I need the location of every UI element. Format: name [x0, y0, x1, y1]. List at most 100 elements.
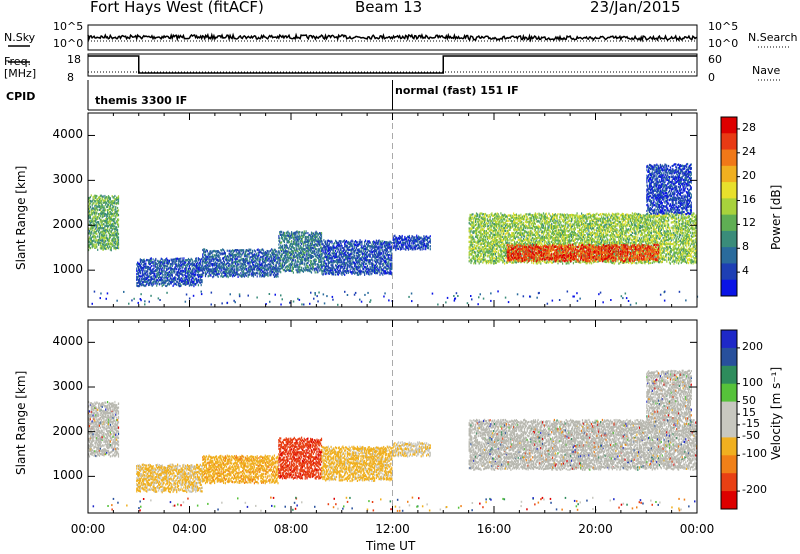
power-echo-cell: [103, 223, 104, 225]
power-echo-cell: [190, 267, 191, 269]
power-echo-cell: [192, 284, 193, 286]
nsky-series-line: [88, 35, 697, 40]
power-echo-cell: [182, 266, 183, 268]
power-echo-cell: [95, 236, 96, 238]
power-echo-cell: [118, 246, 119, 248]
power-echo-cell: [155, 258, 156, 260]
power-echo-cell: [170, 265, 171, 267]
power-echo-cell: [118, 195, 119, 197]
power-echo-cell: [172, 274, 173, 276]
power-echo-cell: [98, 221, 99, 223]
power-echo-cell: [112, 242, 113, 244]
power-echo-cell: [114, 200, 115, 202]
power-echo-cell: [157, 283, 158, 285]
power-echo-cell: [115, 206, 116, 208]
power-echo-cell: [118, 209, 119, 211]
power-echo-cell: [181, 284, 182, 286]
rti-figure: [0, 0, 800, 554]
power-echo-cell: [90, 247, 91, 249]
power-echo-cell: [118, 239, 119, 241]
power-echo-cell: [102, 204, 103, 206]
power-echo-cell: [92, 229, 93, 231]
power-echo-cell: [118, 236, 119, 238]
power-echo-cell: [140, 272, 141, 274]
power-echo-cell: [111, 247, 112, 249]
power-echo-cell: [97, 249, 98, 251]
power-echo-cell: [90, 206, 91, 208]
power-echo-cell: [169, 260, 170, 262]
power-echo-cell: [118, 241, 119, 243]
power-echo-cell: [151, 257, 152, 259]
power-echo-cell: [154, 273, 155, 275]
power-echo-cell: [182, 278, 183, 280]
power-echo-cell: [163, 274, 164, 276]
power-echo-cell: [93, 202, 94, 204]
power-echo-cell: [90, 217, 91, 219]
power-echo-cell: [153, 267, 154, 269]
power-echo-cell: [118, 233, 119, 235]
power-echo-cell: [163, 270, 164, 272]
power-echo-cell: [118, 224, 119, 226]
power-echo-cell: [176, 268, 177, 270]
power-echo-cell: [96, 195, 97, 197]
power-echo-cell: [183, 257, 184, 259]
power-echo-cell: [105, 240, 106, 242]
power-echo-cell: [96, 246, 97, 248]
power-echo-cell: [106, 234, 107, 236]
power-echo-cell: [145, 263, 146, 265]
power-echo-cell: [115, 238, 116, 240]
power-echo-cell: [117, 231, 118, 233]
power-echo-cell: [175, 277, 176, 279]
power-echo-cell: [136, 267, 137, 269]
power-echo-cell: [113, 205, 114, 207]
power-echo-cell: [147, 273, 148, 275]
power-echo-cell: [110, 197, 111, 199]
power-echo-cell: [100, 198, 101, 200]
power-echo-cell: [176, 284, 177, 286]
power-echo-cell: [182, 274, 183, 276]
power-echo-cell: [156, 285, 157, 287]
power-echo-cell: [95, 214, 96, 216]
power-echo-cell: [118, 214, 119, 216]
power-echo-cell: [105, 209, 106, 211]
power-echo-cell: [117, 221, 118, 223]
power-echo-cell: [139, 278, 140, 280]
power-echo-cell: [95, 197, 96, 199]
power-echo-cell: [117, 229, 118, 231]
power-echo-cell: [180, 258, 181, 260]
power-echo-cell: [144, 271, 145, 273]
power-echo-cell: [90, 235, 91, 237]
power-echo-cell: [114, 195, 115, 197]
power-echo-cell: [117, 207, 118, 209]
power-echo-cell: [118, 226, 119, 228]
power-echo-cell: [118, 202, 119, 204]
power-echo-cell: [103, 205, 104, 207]
power-echo-cell: [97, 235, 98, 237]
power-echo-cell: [118, 243, 119, 245]
power-echo-cell: [96, 233, 97, 235]
power-echo-cell: [118, 218, 119, 220]
power-echo-cell: [113, 215, 114, 217]
power-echo-cell: [93, 232, 94, 234]
power-echo-cell: [176, 260, 177, 262]
power-echo-cell: [91, 194, 92, 196]
power-echo-cell: [116, 226, 117, 228]
power-echo-cell: [182, 257, 183, 259]
power-echo-cell: [89, 210, 90, 212]
power-echo-cell: [186, 267, 187, 269]
power-echo-cell: [144, 260, 145, 262]
power-echo-cell: [111, 249, 112, 251]
power-echo-cell: [153, 258, 154, 260]
power-echo-cell: [167, 265, 168, 267]
power-echo-cell: [159, 283, 160, 285]
power-echo-cell: [153, 265, 154, 267]
power-echo-cell: [118, 200, 119, 202]
power-echo-cell: [96, 212, 97, 214]
power-echo-cell: [100, 215, 101, 217]
power-echo-cell: [174, 271, 175, 273]
power-echo-cell: [162, 267, 163, 269]
power-echo-cell: [97, 209, 98, 211]
freq-series-line: [88, 56, 697, 73]
power-echo-cell: [173, 263, 174, 265]
power-echo-cell: [186, 269, 187, 271]
